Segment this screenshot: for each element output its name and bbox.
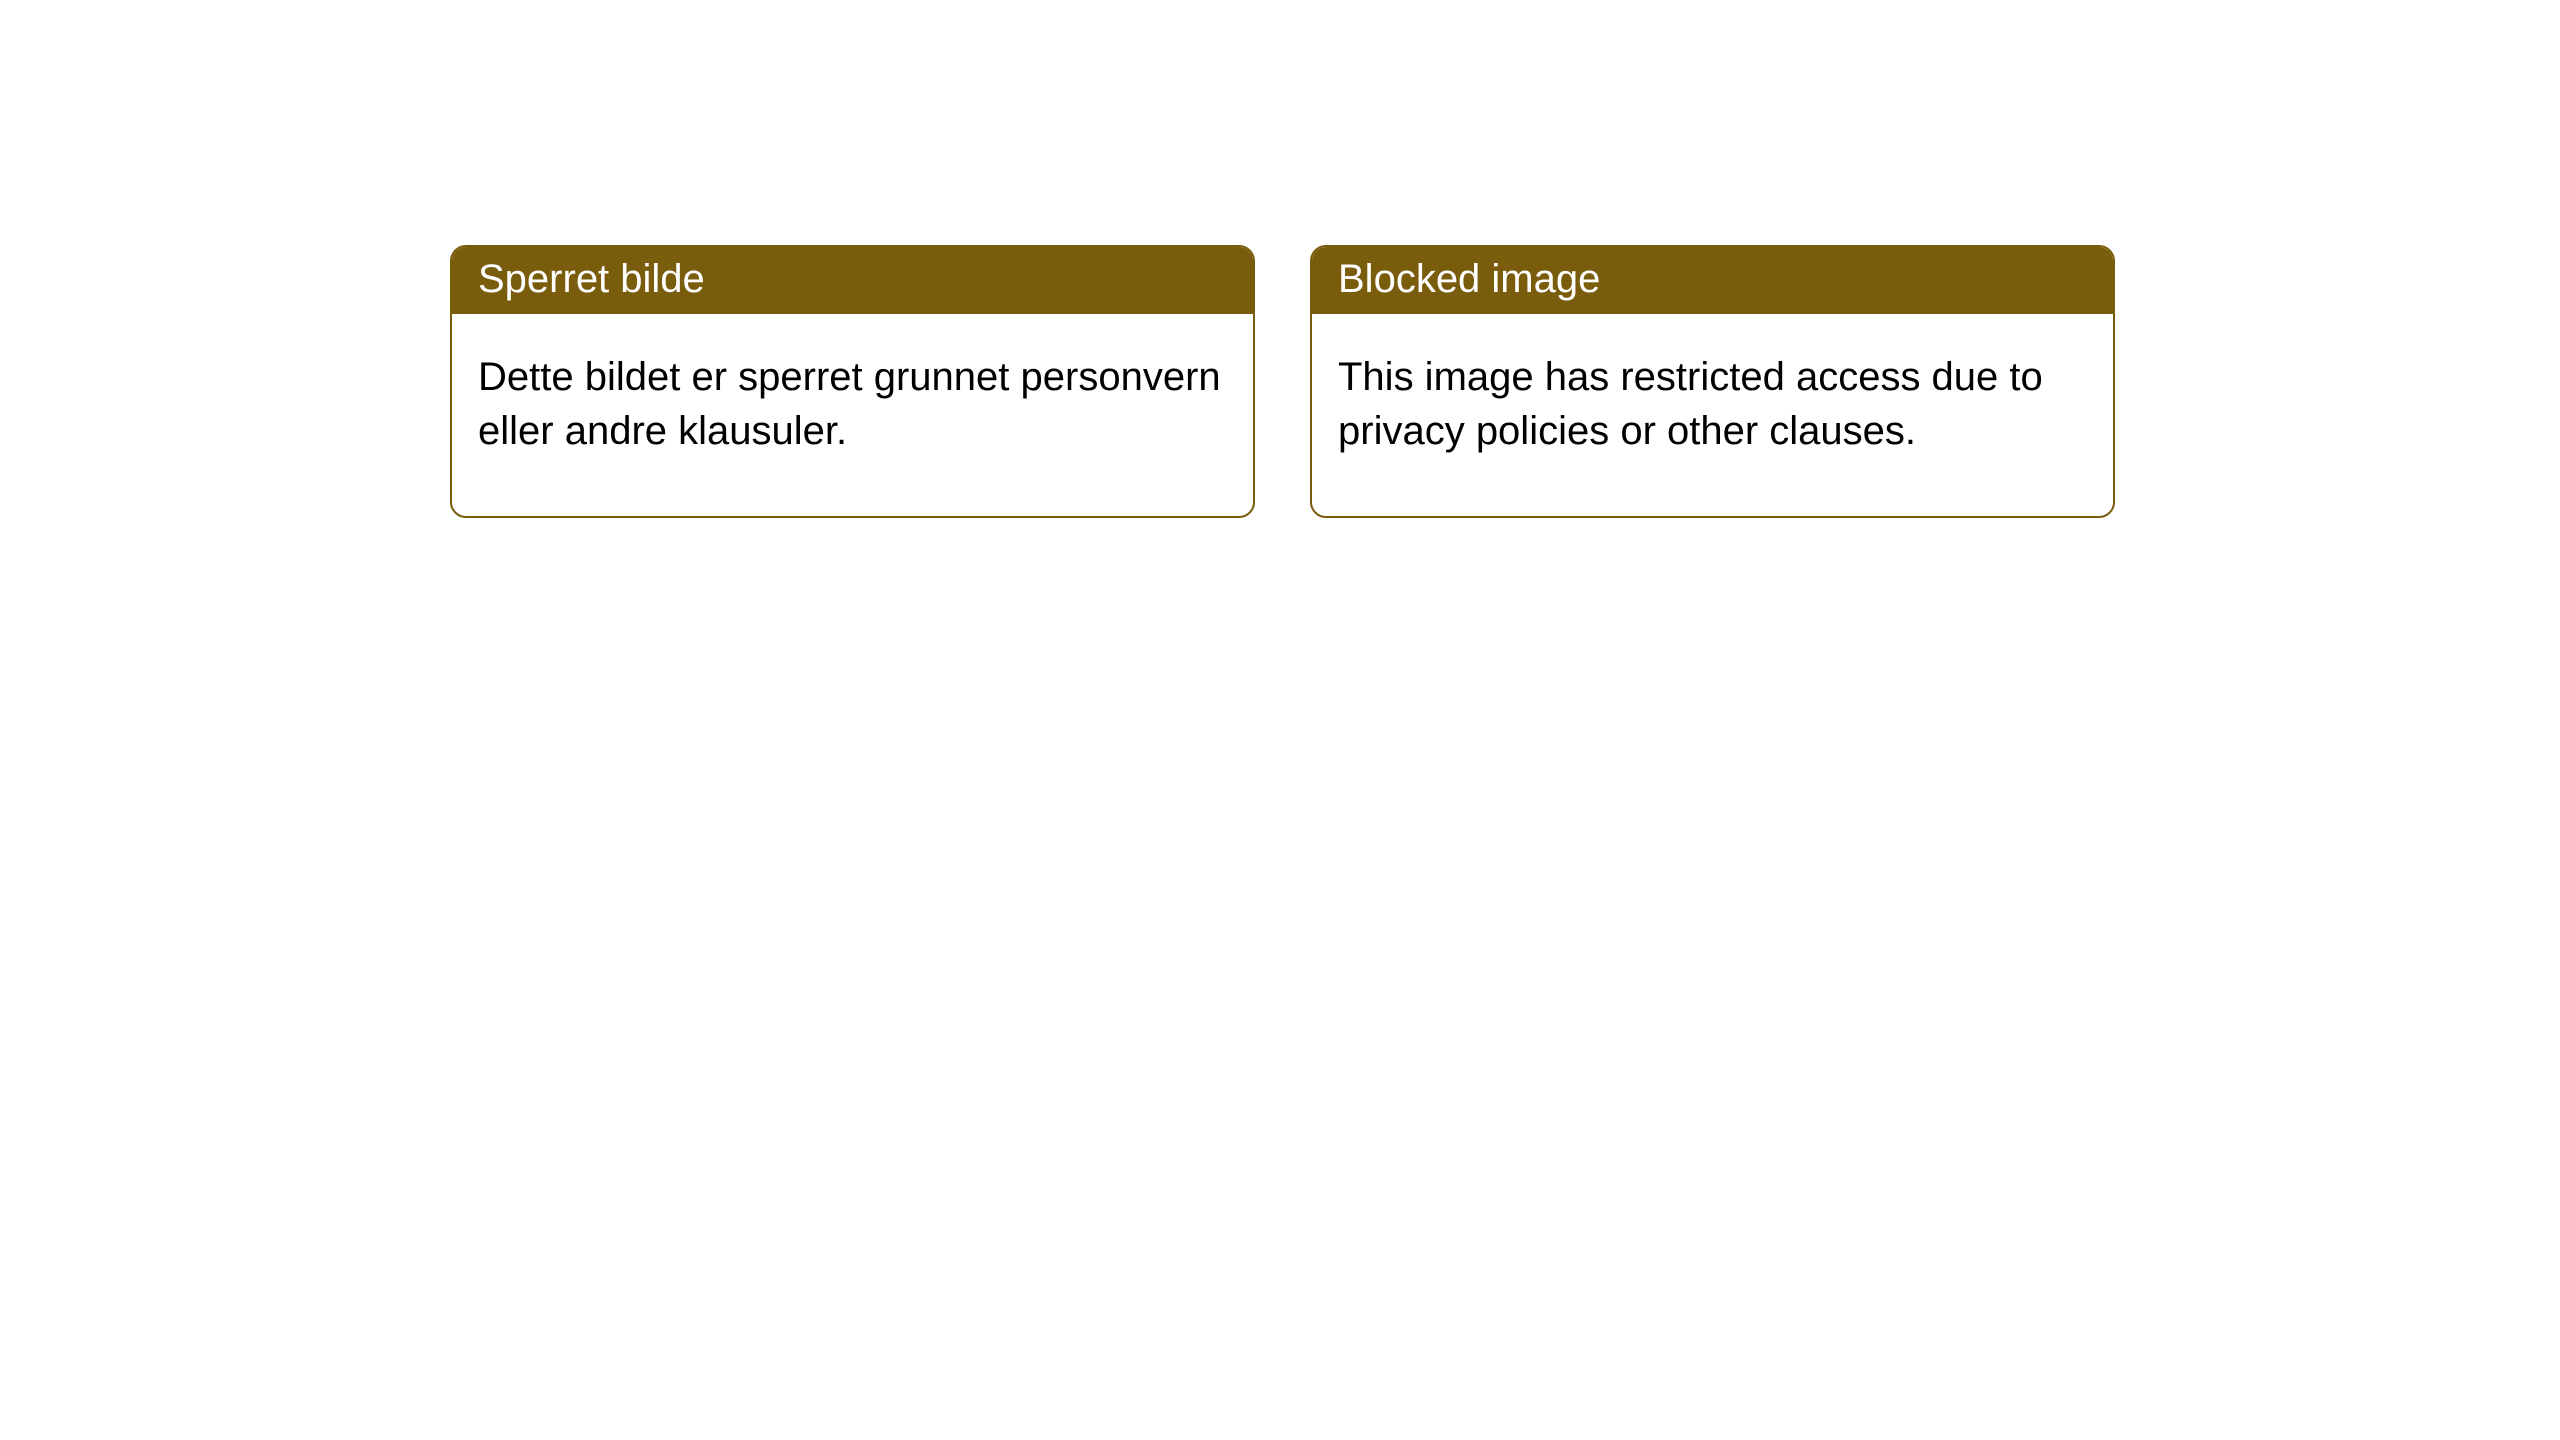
notice-container: Sperret bilde Dette bildet er sperret gr… [450, 245, 2560, 518]
notice-card-norwegian: Sperret bilde Dette bildet er sperret gr… [450, 245, 1255, 518]
notice-body-norwegian: Dette bildet er sperret grunnet personve… [452, 314, 1253, 516]
notice-body-english: This image has restricted access due to … [1312, 314, 2113, 516]
notice-title-english: Blocked image [1312, 247, 2113, 314]
notice-title-norwegian: Sperret bilde [452, 247, 1253, 314]
notice-card-english: Blocked image This image has restricted … [1310, 245, 2115, 518]
